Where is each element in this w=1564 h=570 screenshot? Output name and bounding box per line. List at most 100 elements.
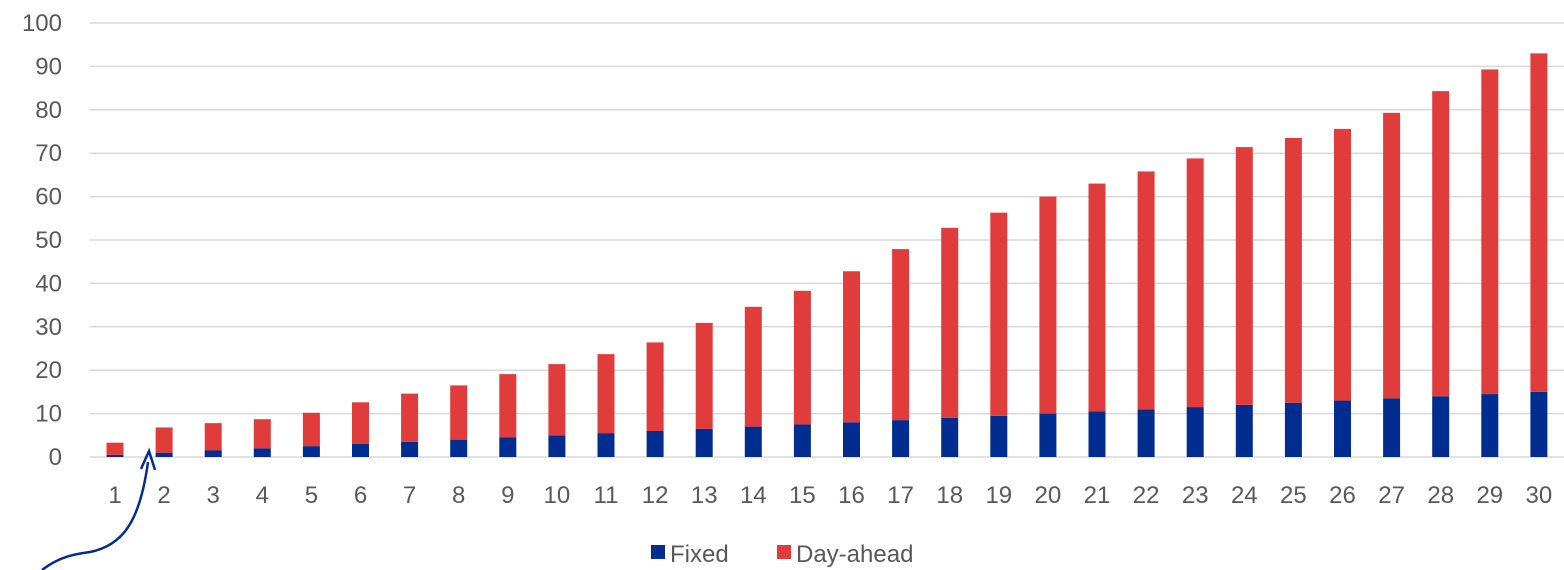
bar-day-ahead-28	[1432, 91, 1450, 397]
bar-fixed-1	[106, 454, 124, 457]
x-tick-label: 29	[1476, 482, 1503, 509]
bar-fixed-22	[1137, 409, 1155, 457]
bar-day-ahead-26	[1334, 128, 1351, 401]
bar-day-ahead-18	[941, 227, 959, 418]
x-tick-label: 17	[887, 482, 914, 509]
bar-day-ahead-30	[1530, 53, 1548, 392]
x-tick-label: 27	[1378, 482, 1405, 509]
x-tick-label: 16	[838, 482, 865, 509]
x-tick-label: 19	[985, 482, 1012, 509]
bar-fixed-12	[646, 430, 664, 457]
bar-day-ahead-19	[990, 212, 1008, 416]
bar-day-ahead-21	[1088, 183, 1106, 412]
bar-day-ahead-6	[352, 402, 369, 444]
y-axis-tick-labels: 0 10 20 30 40 50 60 70 80 90 100	[22, 10, 62, 471]
bar-fixed-30	[1530, 391, 1548, 457]
bar-day-ahead-14	[744, 306, 762, 427]
x-tick-label: 10	[544, 482, 571, 509]
bar-day-ahead-25	[1284, 138, 1302, 403]
bar-day-ahead-4	[253, 419, 271, 449]
x-tick-label: 3	[207, 482, 220, 509]
bar-fixed-7	[401, 441, 419, 457]
bar-day-ahead-2	[155, 427, 173, 453]
bar-fixed-11	[597, 433, 615, 457]
bar-day-ahead-12	[646, 342, 664, 431]
legend: Fixed Day-ahead	[651, 541, 913, 568]
x-tick-label: 4	[256, 482, 269, 509]
bar-fixed-25	[1284, 402, 1302, 457]
x-tick-label: 1	[108, 482, 121, 509]
bar-day-ahead-29	[1481, 69, 1499, 395]
bar-fixed-20	[1039, 413, 1057, 457]
bar-fixed-24	[1235, 404, 1253, 457]
x-tick-label: 6	[354, 482, 367, 509]
x-tick-label: 12	[642, 482, 669, 509]
legend-label: Day-ahead	[796, 541, 913, 568]
bar-fixed-17	[892, 420, 910, 457]
bar-day-ahead-20	[1039, 196, 1057, 414]
x-tick-label: 23	[1182, 482, 1209, 509]
bar-fixed-18	[941, 417, 959, 457]
bar-fixed-4	[253, 448, 271, 457]
legend-swatch-fixed	[651, 545, 665, 559]
bar-day-ahead-10	[548, 364, 566, 436]
x-tick-label: 26	[1329, 482, 1356, 509]
bar-day-ahead-9	[499, 374, 517, 438]
x-tick-label: 30	[1526, 482, 1553, 509]
bar-day-ahead-23	[1186, 158, 1204, 408]
bar-fixed-8	[450, 439, 468, 457]
x-tick-label: 21	[1084, 482, 1111, 509]
bar-fixed-26	[1334, 400, 1351, 457]
legend-swatch-day-ahead	[777, 545, 791, 559]
bar-day-ahead-15	[793, 290, 811, 425]
annotation-arrow-head	[139, 447, 157, 471]
y-tick-label: 90	[35, 53, 62, 80]
annotation-arrow-line	[41, 461, 150, 570]
y-tick-label: 60	[35, 184, 62, 211]
bar-fixed-28	[1432, 396, 1450, 457]
bar-day-ahead-27	[1383, 112, 1401, 399]
bar-fixed-15	[793, 424, 811, 457]
bars	[106, 53, 1548, 457]
bar-day-ahead-3	[204, 423, 222, 451]
bar-day-ahead-16	[843, 271, 860, 423]
bar-fixed-13	[695, 428, 713, 457]
x-tick-label: 2	[157, 482, 170, 509]
bar-fixed-27	[1383, 398, 1401, 457]
bar-day-ahead-7	[401, 393, 419, 442]
x-tick-label: 7	[403, 482, 416, 509]
y-tick-label: 50	[35, 227, 62, 254]
bar-fixed-16	[843, 422, 860, 457]
y-tick-label: 30	[35, 314, 62, 341]
bar-day-ahead-22	[1137, 171, 1155, 410]
legend-label: Fixed	[670, 541, 729, 568]
gridlines	[90, 22, 1564, 458]
y-tick-label: 70	[35, 140, 62, 167]
y-tick-label: 0	[49, 444, 62, 471]
bar-fixed-5	[302, 446, 320, 457]
y-tick-label: 40	[35, 270, 62, 297]
bar-fixed-10	[548, 435, 566, 457]
bar-fixed-23	[1186, 407, 1204, 457]
bar-day-ahead-13	[695, 322, 713, 429]
bar-fixed-6	[352, 443, 369, 457]
bar-day-ahead-17	[892, 249, 910, 421]
x-tick-label: 20	[1035, 482, 1062, 509]
bar-fixed-29	[1481, 394, 1499, 457]
x-axis-tick-labels: 1 2 3 4 5 6 7 8 9 10 11 12 13 14 15 16 17 18 19 20 21 22 23 24 2…	[108, 482, 1552, 509]
bar-day-ahead-11	[597, 354, 615, 434]
x-tick-label: 5	[305, 482, 318, 509]
y-tick-label: 100	[22, 10, 62, 37]
bar-day-ahead-5	[302, 412, 320, 447]
bar-fixed-19	[990, 415, 1008, 457]
x-tick-label: 9	[501, 482, 514, 509]
x-tick-label: 11	[594, 482, 619, 509]
bar-fixed-14	[744, 426, 762, 457]
bar-day-ahead-24	[1235, 147, 1253, 405]
bar-day-ahead-1	[106, 442, 124, 455]
bar-fixed-9	[499, 437, 517, 457]
x-tick-label: 25	[1280, 482, 1307, 509]
x-tick-label: 15	[789, 482, 816, 509]
x-tick-label: 18	[936, 482, 963, 509]
